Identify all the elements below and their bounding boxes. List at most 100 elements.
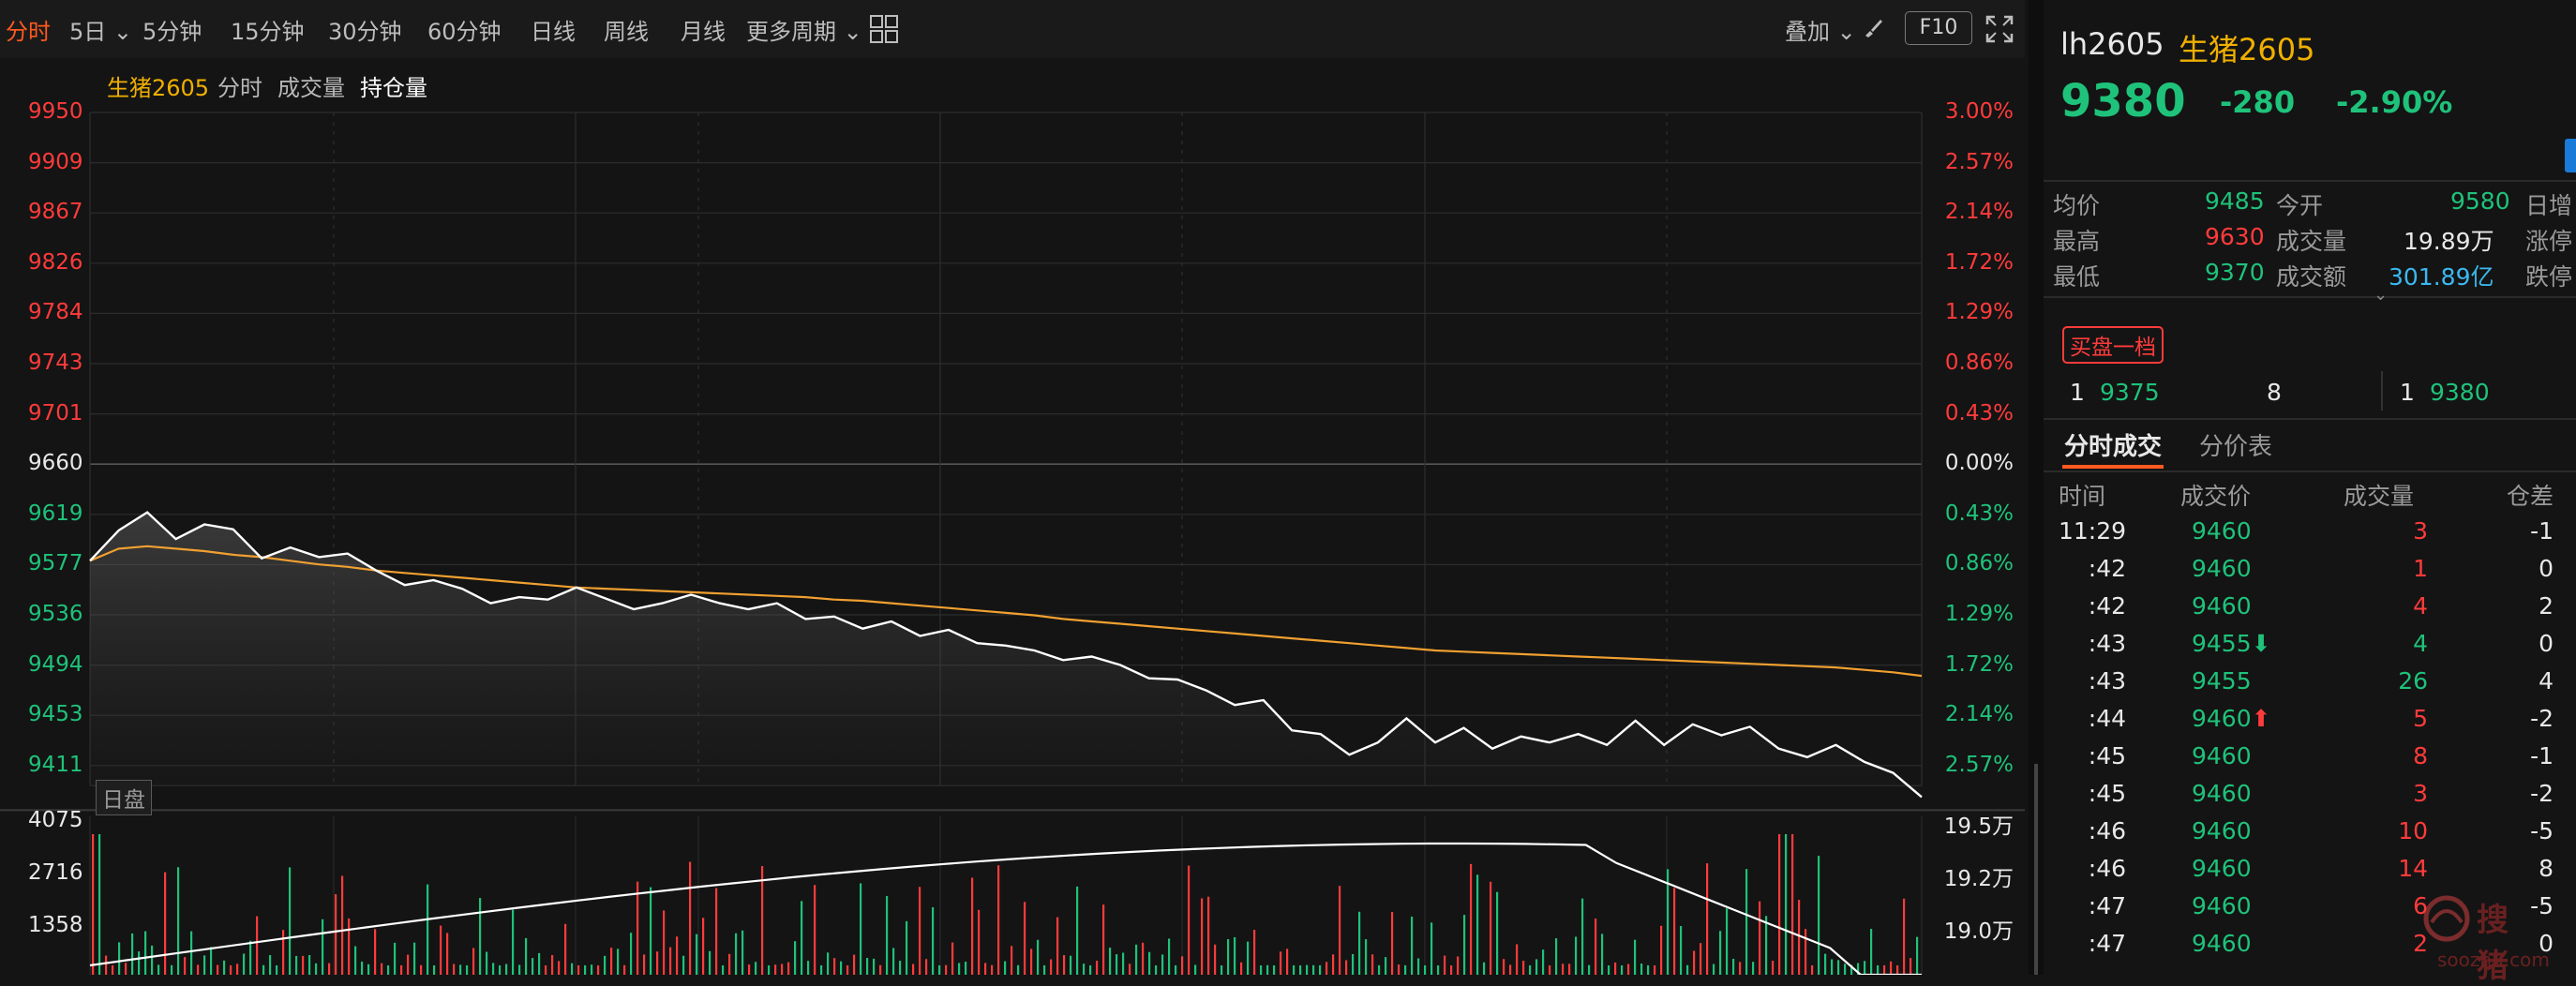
volume-bar	[1280, 951, 1282, 975]
volume-bar	[269, 955, 272, 975]
volume-bar	[230, 964, 232, 975]
tab-60min[interactable]: 60分钟	[427, 19, 502, 45]
volume-bar	[912, 964, 915, 975]
volume-bar	[564, 923, 567, 975]
volume-bar	[348, 918, 351, 975]
price-change: -280	[2220, 84, 2296, 120]
volume-bar	[1194, 964, 1197, 975]
volume-bar	[932, 906, 935, 975]
collapse-chevron-icon[interactable]: ⌄	[2374, 285, 2389, 305]
volume-bar	[1850, 964, 1853, 975]
volume-bar	[1240, 962, 1243, 975]
volume-bar	[1161, 954, 1164, 975]
volume-bar	[1037, 939, 1040, 975]
volume-bar	[1837, 960, 1840, 975]
tab-intraday[interactable]: 分时	[6, 19, 51, 45]
tab-15min[interactable]: 15分钟	[231, 19, 305, 45]
volume-bar	[1686, 964, 1689, 975]
overlay-dropdown[interactable]: 叠加 ⌄	[1785, 19, 1856, 45]
volume-bar	[597, 964, 600, 975]
tab-price-table[interactable]: 分价表	[2199, 433, 2273, 461]
volume-bar	[886, 896, 889, 975]
volume-bar	[656, 951, 659, 975]
intraday-chart[interactable]: 生猪2605 分时 成交量 持仓量 9950 9909 9867 9826 9784 97…	[0, 58, 2025, 975]
volume-bar	[1181, 956, 1184, 975]
volume-bar	[650, 887, 652, 975]
volume-bar	[1227, 939, 1230, 975]
volume-bar	[1772, 961, 1775, 975]
volume-bar	[112, 964, 114, 975]
volume-bar	[1424, 965, 1427, 975]
volume-bar	[453, 964, 456, 975]
volume-bar	[1896, 964, 1899, 975]
volume-bar	[1713, 964, 1715, 975]
volume-bar	[1352, 953, 1355, 975]
volume-bar	[1312, 964, 1315, 975]
volume-bar	[354, 946, 357, 975]
grid-layout-icon[interactable]	[870, 15, 898, 43]
trade-volume: 14	[2398, 855, 2428, 882]
volume-bar	[978, 909, 981, 975]
volume-bar	[663, 910, 666, 975]
volume-bar	[492, 963, 495, 975]
volume-bar	[1096, 960, 1099, 975]
trade-time: :47	[2088, 930, 2126, 957]
legend-volume[interactable]: 成交量	[277, 75, 345, 101]
volume-axis-max: 4075	[28, 808, 83, 832]
volume-bar	[1319, 964, 1322, 975]
tab-weekly[interactable]: 周线	[604, 19, 649, 45]
volume-bar	[1004, 961, 1007, 975]
brush-icon[interactable]	[1862, 17, 1884, 39]
down-arrow-icon: ⬇	[2251, 630, 2271, 657]
trade-volume: 5	[2413, 705, 2428, 732]
volume-bar	[532, 958, 534, 975]
panel-divider[interactable]	[2029, 0, 2044, 975]
volume-bar	[387, 965, 390, 975]
legend-intraday[interactable]: 分时	[217, 75, 262, 101]
trade-time: :43	[2088, 630, 2126, 657]
volume-bar	[571, 963, 574, 975]
volume-bar	[1476, 874, 1479, 975]
trade-volume: 3	[2413, 780, 2428, 807]
volume-bar	[1444, 955, 1446, 975]
orderbook-title[interactable]: 买盘一档	[2062, 326, 2164, 364]
volume-bar	[328, 963, 331, 975]
tab-daily[interactable]: 日线	[531, 19, 576, 45]
volume-bar	[1522, 961, 1525, 975]
volume-bar	[558, 961, 561, 975]
stat-label: 跌停	[2525, 263, 2573, 291]
volume-bar	[1450, 964, 1453, 975]
tab-30min[interactable]: 30分钟	[328, 19, 402, 45]
volume-bar	[1253, 930, 1256, 975]
fullscreen-icon[interactable]	[1985, 15, 2014, 43]
tab-5day[interactable]: 5日 ⌄	[69, 19, 133, 45]
volume-bar	[709, 950, 711, 975]
volume-bar	[1811, 964, 1814, 975]
tab-monthly[interactable]: 月线	[681, 19, 726, 45]
volume-bar	[794, 941, 797, 975]
volume-bar	[807, 961, 810, 975]
volume-bar	[236, 964, 239, 975]
trade-oi-change: 8	[2539, 855, 2554, 882]
tab-5min[interactable]: 5分钟	[142, 19, 202, 45]
volume-bar	[217, 964, 219, 975]
trade-price: 9455⬇	[2192, 630, 2271, 657]
legend-open-interest[interactable]: 持仓量	[360, 75, 427, 101]
percent-axis-label: 1.29%	[1944, 602, 2014, 626]
volume-bar	[1824, 953, 1827, 975]
quote-panel: lh2605 生猪2605 9380 -280 -2.90%	[2044, 0, 2576, 975]
volume-bar	[92, 834, 95, 975]
volume-bar	[853, 954, 856, 975]
f10-button[interactable]: F10	[1905, 11, 1972, 45]
volume-bar	[1752, 962, 1755, 975]
side-tab-icon[interactable]	[2565, 139, 2576, 172]
volume-bar	[1129, 964, 1131, 975]
chart-canvas[interactable]	[0, 58, 2025, 975]
volume-bar	[518, 964, 521, 975]
more-periods-dropdown[interactable]: 更多周期 ⌄	[746, 19, 862, 45]
percent-axis-label: 1.72%	[1944, 249, 2014, 275]
trade-price: 9460⬆	[2192, 705, 2271, 732]
tab-time-sales[interactable]: 分时成交	[2064, 433, 2163, 461]
last-price: 9380	[2060, 75, 2186, 127]
volume-bar	[682, 955, 685, 975]
